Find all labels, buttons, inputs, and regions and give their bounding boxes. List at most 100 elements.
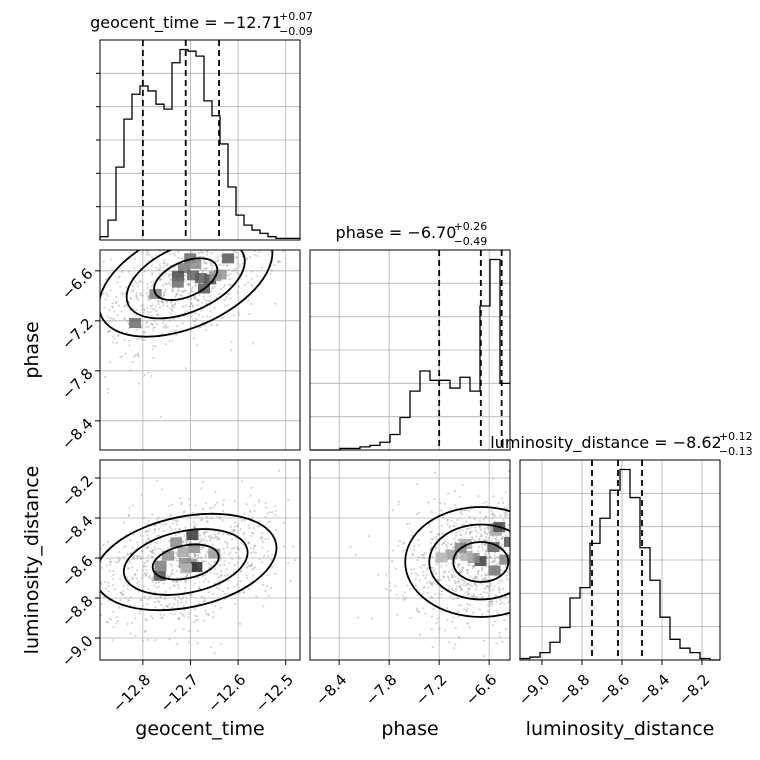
sample-point xyxy=(221,510,225,513)
sample-point xyxy=(102,260,105,263)
sample-point xyxy=(206,550,209,553)
sample-point xyxy=(261,536,264,539)
sample-point xyxy=(440,593,443,596)
sample-point xyxy=(202,580,206,583)
sample-point xyxy=(137,298,140,301)
sample-point xyxy=(222,285,225,288)
sample-point xyxy=(245,574,248,577)
sample-point xyxy=(262,208,264,210)
sample-point xyxy=(111,267,114,270)
sample-point xyxy=(205,530,209,534)
sample-point xyxy=(168,283,172,286)
sample-point xyxy=(526,553,528,555)
sample-point xyxy=(150,285,153,288)
sample-point xyxy=(194,523,197,526)
sample-point xyxy=(215,229,217,231)
sample-point xyxy=(250,302,253,306)
sample-point xyxy=(141,574,144,577)
sample-point xyxy=(535,489,537,491)
sample-point xyxy=(207,535,211,538)
sample-point xyxy=(468,527,471,530)
sample-point xyxy=(532,574,534,576)
sample-point xyxy=(472,592,475,596)
sample-point xyxy=(196,213,198,215)
sample-point xyxy=(150,244,152,246)
sample-point xyxy=(237,311,240,314)
sample-point xyxy=(171,308,174,311)
sample-point xyxy=(423,556,426,560)
sample-point xyxy=(451,588,454,591)
sample-point xyxy=(437,550,440,553)
sample-point xyxy=(151,513,154,516)
sample-point xyxy=(138,382,141,385)
sample-point xyxy=(141,338,144,341)
sample-point xyxy=(179,294,182,297)
sample-point xyxy=(511,612,513,614)
sample-point xyxy=(156,299,160,302)
sample-point xyxy=(263,554,266,557)
sample-point xyxy=(498,588,501,591)
sample-point xyxy=(121,593,124,596)
sample-point xyxy=(145,619,148,622)
sample-point xyxy=(223,560,226,563)
sample-point xyxy=(136,328,139,331)
sample-point xyxy=(143,270,146,273)
sample-point xyxy=(196,629,200,633)
sample-point xyxy=(498,588,501,591)
sample-point xyxy=(72,365,74,367)
sample-point xyxy=(451,620,454,623)
sample-point xyxy=(177,519,180,522)
sample-point xyxy=(194,297,197,301)
sample-point xyxy=(145,253,148,256)
sample-point xyxy=(135,338,139,341)
sample-point xyxy=(266,574,269,577)
sample-point xyxy=(433,498,436,501)
sample-point xyxy=(231,557,234,561)
sample-point xyxy=(473,578,476,581)
sample-point xyxy=(473,539,476,542)
sample-point xyxy=(165,219,167,221)
sample-point xyxy=(222,189,224,191)
sample-point xyxy=(109,563,112,566)
sample-point xyxy=(459,533,462,536)
sample-point xyxy=(169,574,172,577)
y-tick-label: −7.8 xyxy=(58,365,96,403)
sample-point xyxy=(252,342,255,345)
sample-point xyxy=(135,282,138,285)
sample-point xyxy=(220,287,223,291)
sample-point xyxy=(480,574,483,577)
sample-point xyxy=(203,573,206,577)
sample-point xyxy=(236,583,239,586)
sample-point xyxy=(151,242,153,244)
sample-point xyxy=(433,569,436,572)
sample-point xyxy=(248,312,251,316)
sample-point xyxy=(490,584,493,587)
sample-point xyxy=(225,568,228,571)
sample-point xyxy=(417,538,420,541)
density-cell xyxy=(171,271,184,282)
sample-point xyxy=(100,582,103,585)
sample-point xyxy=(465,568,468,572)
sample-point xyxy=(205,515,209,518)
sample-point xyxy=(467,564,470,567)
sample-point xyxy=(254,238,256,240)
sample-point xyxy=(164,324,167,327)
sample-point xyxy=(480,582,483,586)
sample-point xyxy=(93,344,95,346)
density-cell xyxy=(189,258,202,269)
sample-point xyxy=(199,539,202,543)
sample-point xyxy=(245,576,249,579)
sample-point xyxy=(270,553,274,556)
sample-point xyxy=(135,296,138,300)
sample-point xyxy=(527,595,529,597)
sample-point xyxy=(141,550,144,553)
sample-point xyxy=(131,307,135,310)
sample-point xyxy=(162,266,165,269)
sample-point xyxy=(169,526,172,529)
sample-point xyxy=(137,584,140,588)
sample-point xyxy=(197,557,200,560)
sample-point xyxy=(218,538,221,541)
sample-point xyxy=(156,313,160,316)
sample-point xyxy=(104,375,107,379)
sample-point xyxy=(179,579,183,583)
